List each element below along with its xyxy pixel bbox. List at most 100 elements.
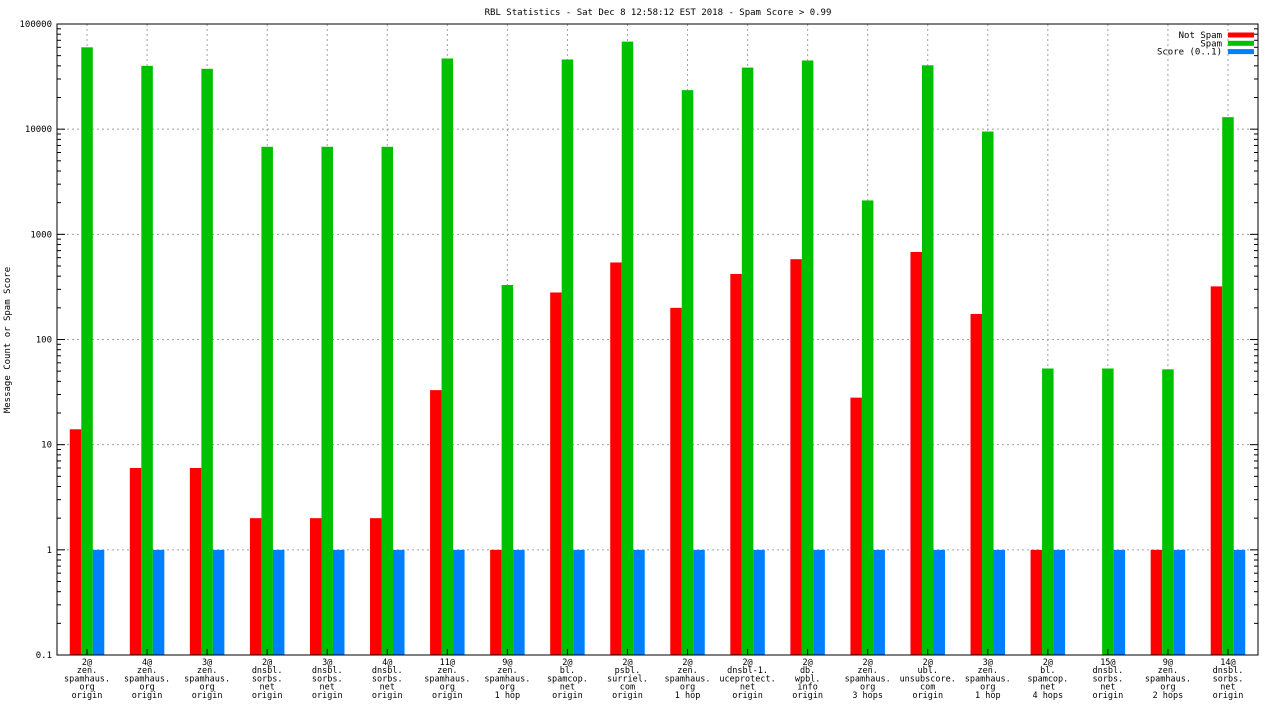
bar-score-0-1-5 — [393, 549, 405, 655]
x-tick-label: origin — [192, 691, 223, 701]
bar-score-0-1-17 — [1113, 549, 1126, 655]
bar-not-spam-1 — [129, 467, 142, 655]
x-tick-label: origin — [252, 691, 283, 701]
legend-swatch — [1228, 49, 1254, 55]
x-tick-label: zen. — [978, 666, 998, 676]
x-tick-label: zen. — [1158, 666, 1178, 676]
x-tick-label: info — [797, 683, 817, 693]
x-tick-label: net — [740, 683, 755, 693]
bar-score-0-1-0 — [92, 549, 105, 655]
legend-swatch — [1228, 32, 1254, 38]
x-tick-label: dnsbl. — [312, 666, 343, 676]
x-tick-label: org — [680, 683, 695, 693]
x-tick-label: 2@ — [622, 658, 632, 668]
bar-spam-15 — [982, 131, 994, 655]
x-tick-label: 2@ — [863, 658, 873, 668]
bar-not-spam-13 — [850, 397, 862, 655]
legend-label: Spam — [1200, 39, 1222, 49]
x-tick-label: zen. — [437, 666, 457, 676]
y-tick-label: 1 — [47, 546, 52, 556]
bar-spam-9 — [621, 41, 634, 655]
bar-spam-13 — [861, 200, 874, 656]
bar-not-spam-2 — [189, 467, 202, 655]
x-tick-label: net — [1220, 683, 1235, 693]
y-tick-label: 0.1 — [36, 651, 52, 661]
x-tick-label: spamhaus. — [1145, 674, 1191, 684]
y-tick-label: 100 — [36, 336, 52, 346]
bar-score-0-1-15 — [993, 549, 1006, 655]
bar-spam-16 — [1042, 368, 1054, 655]
x-tick-label: 3@ — [322, 658, 332, 668]
x-tick-label: spamhaus. — [965, 674, 1011, 684]
bar-not-spam-12 — [790, 259, 802, 655]
x-tick-label: origin — [732, 691, 763, 701]
bar-not-spam-15 — [970, 313, 983, 655]
grid-lines — [57, 24, 1258, 655]
chart-title: RBL Statistics - Sat Dec 8 12:58:12 EST … — [485, 8, 832, 18]
x-tick-label: uceprotect. — [719, 674, 775, 684]
x-tick-label: 4@ — [382, 658, 392, 668]
bar-not-spam-14 — [910, 251, 922, 655]
x-tick-label: dnsbl-1. — [727, 666, 768, 676]
bar-spam-5 — [381, 146, 394, 656]
x-tick-label: bl. — [1040, 666, 1055, 676]
category-labels: 2@zen.spamhaus.orgorigin4@zen.spamhaus.o… — [64, 658, 1243, 701]
x-tick-label: origin — [432, 691, 463, 701]
x-tick-label: zen. — [677, 666, 697, 676]
bar-spam-14 — [921, 65, 934, 655]
x-tick-label: 2@ — [82, 658, 92, 668]
bar-score-0-1-14 — [933, 549, 945, 655]
x-tick-label: zen. — [77, 666, 97, 676]
bar-score-0-1-3 — [272, 549, 285, 655]
x-tick-label: spamhaus. — [484, 674, 530, 684]
bar-spam-17 — [1102, 368, 1114, 655]
bar-spam-3 — [261, 146, 273, 656]
bar-score-0-1-6 — [453, 549, 465, 655]
bar-spam-8 — [561, 59, 574, 656]
x-tick-label: 9@ — [502, 658, 512, 668]
x-tick-label: origin — [792, 691, 823, 701]
bar-not-spam-9 — [610, 262, 622, 655]
x-tick-label: dnsbl. — [252, 666, 283, 676]
x-tick-label: org — [500, 683, 515, 693]
axes — [56, 23, 1259, 656]
x-tick-label: 4@ — [142, 658, 152, 668]
bar-score-0-1-10 — [693, 549, 705, 655]
bar-not-spam-3 — [249, 518, 262, 655]
x-tick-label: dnsbl. — [372, 666, 403, 676]
x-tick-label: origin — [312, 691, 343, 701]
x-tick-label: origin — [1093, 691, 1124, 701]
bar-spam-0 — [81, 47, 93, 655]
bar-score-0-1-12 — [813, 549, 825, 655]
x-tick-label: net — [560, 683, 575, 693]
y-axis-label: Message Count or Spam Score — [3, 267, 13, 413]
x-tick-label: org — [440, 683, 455, 693]
bar-score-0-1-7 — [513, 549, 525, 655]
bar-spam-12 — [801, 60, 814, 656]
bar-spam-18 — [1162, 369, 1174, 655]
bar-spam-4 — [321, 146, 333, 656]
x-tick-label: origin — [372, 691, 403, 701]
bar-spam-1 — [141, 65, 153, 655]
bar-not-spam-19 — [1210, 286, 1223, 655]
x-tick-label: origin — [612, 691, 643, 701]
x-tick-label: 15@ — [1100, 658, 1115, 668]
x-tick-label: 2@ — [262, 658, 272, 668]
bar-not-spam-16 — [1030, 549, 1043, 655]
legend-label: Score (0..1) — [1157, 48, 1222, 58]
x-tick-label: 2@ — [923, 658, 933, 668]
y-tick-label: 10000 — [25, 125, 52, 135]
bar-spam-6 — [441, 58, 454, 655]
x-tick-label: sorbs. — [1093, 674, 1124, 684]
bar-not-spam-8 — [550, 292, 562, 655]
x-tick-label: 3@ — [983, 658, 993, 668]
x-tick-label: zen. — [137, 666, 157, 676]
bar-score-0-1-11 — [753, 549, 765, 655]
bar-not-spam-5 — [370, 518, 382, 655]
x-tick-label: net — [1100, 683, 1115, 693]
bar-not-spam-11 — [730, 273, 742, 655]
x-tick-label: 2 hops — [1153, 691, 1184, 701]
bar-score-0-1-18 — [1173, 549, 1186, 655]
